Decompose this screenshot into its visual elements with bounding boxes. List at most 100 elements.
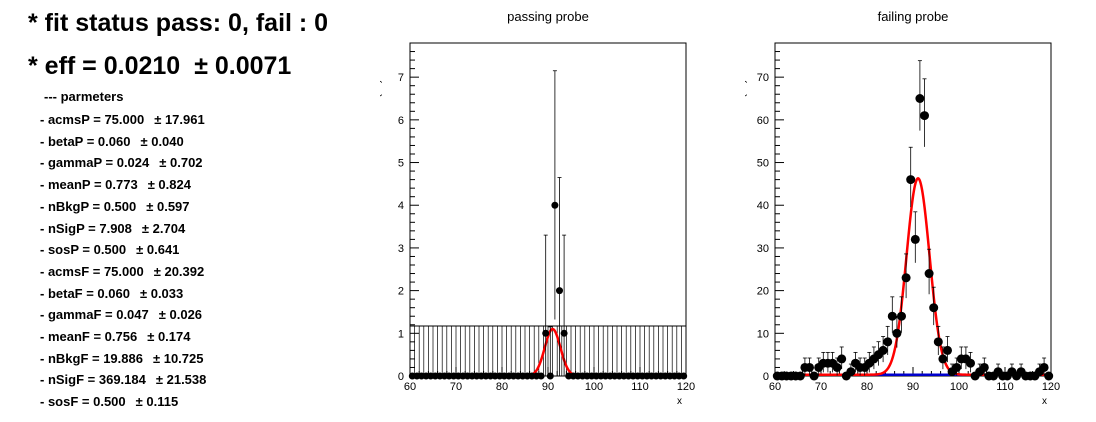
efficiency-line: * eff = 0.0210 ± 0.0071 (28, 52, 291, 81)
data-point (979, 362, 989, 372)
parameter-value: - sosP = 0.500 (40, 242, 127, 258)
parameter-value: - acmsF = 75.000 (40, 263, 144, 279)
parameter-error: ± 0.026 (158, 307, 203, 323)
y-tick-label: 0 (398, 371, 404, 383)
parameter-value: - nSigP = 7.908 (40, 220, 132, 236)
y-tick-label: 60 (757, 115, 769, 127)
data-point (551, 201, 559, 209)
x-axis-label: x (677, 396, 682, 407)
parameter-row: - acmsP = 75.000 ± 17.961 (40, 112, 205, 127)
x-tick-label: 70 (450, 381, 462, 393)
x-tick-label: 60 (404, 381, 416, 393)
data-point (929, 303, 939, 313)
parameter-error: ± 0.174 (147, 329, 191, 344)
y-tick-label: 70 (757, 72, 769, 84)
y-axis-label: Events / ( 1 ) (745, 80, 748, 137)
y-tick-label: 4 (398, 200, 404, 212)
parameter-value: - nSigF = 369.184 (40, 372, 146, 388)
data-point (897, 311, 906, 321)
x-tick-label: 80 (496, 381, 508, 393)
failing-probe-plot: failing probe 60 70 80 90 100 110 120 0 10 20 30 40 5… (745, 9, 1060, 407)
y-tick-label: 5 (398, 158, 404, 170)
y-tick-label: 20 (757, 286, 769, 298)
parameter-value: - meanF = 0.756 (40, 329, 138, 344)
data-point (805, 362, 814, 372)
x-tick-label: 100 (585, 381, 603, 393)
y-tick-label: 50 (757, 158, 769, 170)
plot-frame (774, 42, 1052, 377)
data-point (938, 354, 948, 364)
data-point (924, 269, 934, 279)
parameter-row: - gammaF = 0.047 ± 0.026 (40, 307, 202, 322)
data-point (892, 328, 902, 338)
data-point (906, 175, 916, 185)
parameter-error: ± 0.597 (146, 198, 190, 214)
parameter-row: - sosF = 0.500 ± 0.115 (40, 394, 178, 409)
x-axis-label: x (1042, 396, 1047, 407)
parameter-error: ± 20.392 (153, 263, 205, 279)
data-point (556, 287, 563, 295)
chart-title: failing probe (878, 9, 949, 24)
parameter-row: - nBkgF = 19.886 ± 10.725 (40, 351, 203, 366)
y-tick-label: 6 (398, 115, 404, 127)
parameter-error: ± 0.641 (136, 242, 180, 258)
data-point (809, 371, 819, 381)
x-tick-label: 120 (1042, 381, 1060, 393)
data-point (910, 234, 920, 244)
parameter-row: - meanF = 0.756 ± 0.174 (40, 329, 190, 344)
parameter-value: - meanP = 0.773 (40, 177, 138, 193)
parameter-row: - nSigF = 369.184 ± 21.538 (40, 372, 206, 387)
parameter-error: ± 2.704 (141, 220, 186, 236)
signal-fit-curve (775, 177, 1051, 376)
parameter-value: - nBkgP = 0.500 (40, 198, 137, 214)
parameter-value: - gammaF = 0.047 (40, 307, 149, 323)
data-point (887, 311, 897, 321)
parameter-row: - betaP = 0.060 ± 0.040 (40, 134, 184, 149)
x-tick-label: 70 (815, 381, 827, 393)
efficiency-error: ± 0.0071 (194, 52, 292, 80)
data-point (920, 111, 929, 121)
parameter-error: ± 21.538 (155, 372, 207, 388)
data-point (832, 362, 842, 372)
x-tick-label: 80 (861, 381, 873, 393)
parameter-error: ± 10.725 (152, 350, 204, 366)
parameter-value: - gammaP = 0.024 (40, 155, 150, 171)
data-point (1039, 362, 1049, 372)
data-point (537, 372, 545, 380)
y-axis-label: Events / ( 1 ) (380, 80, 383, 137)
parameter-row: - nBkgP = 0.500 ± 0.597 (40, 199, 190, 214)
x-tick-label: 110 (631, 381, 649, 393)
parameter-value: - nBkgF = 19.886 (40, 350, 143, 366)
y-tick-label: 3 (398, 243, 404, 255)
parameter-error: ± 0.702 (159, 155, 203, 171)
parameters-header: --- parmeters (44, 89, 124, 104)
data-point (837, 354, 847, 364)
data-point (542, 329, 550, 337)
parameter-row: - nSigP = 7.908 ± 2.704 (40, 221, 185, 236)
x-tick-label: 100 (950, 381, 968, 393)
parameter-value: - acmsP = 75.000 (40, 112, 145, 127)
y-tick-label: 40 (757, 200, 769, 212)
y-tick-label: 30 (757, 243, 769, 255)
data-point (883, 337, 893, 347)
x-tick-label: 110 (996, 381, 1014, 393)
parameter-value: - betaF = 0.060 (40, 285, 130, 301)
parameter-row: - gammaP = 0.024 ± 0.702 (40, 155, 203, 170)
data-point (878, 345, 888, 355)
parameter-error: ± 0.040 (140, 133, 184, 149)
parameter-error: ± 0.115 (135, 394, 179, 410)
parameter-value: - sosF = 0.500 (40, 394, 126, 410)
y-tick-label: 2 (398, 286, 404, 298)
data-point (943, 345, 952, 355)
x-tick-label: 90 (542, 381, 554, 393)
data-point (560, 329, 568, 337)
data-point (795, 371, 805, 381)
data-point (966, 358, 975, 368)
data-point (680, 372, 688, 380)
data-point (901, 273, 911, 283)
parameter-error: ± 0.824 (147, 177, 191, 193)
y-tick-label: 10 (757, 328, 769, 340)
data-point (546, 372, 554, 380)
parameter-value: - betaP = 0.060 (40, 133, 131, 149)
x-tick-label: 60 (769, 381, 781, 393)
